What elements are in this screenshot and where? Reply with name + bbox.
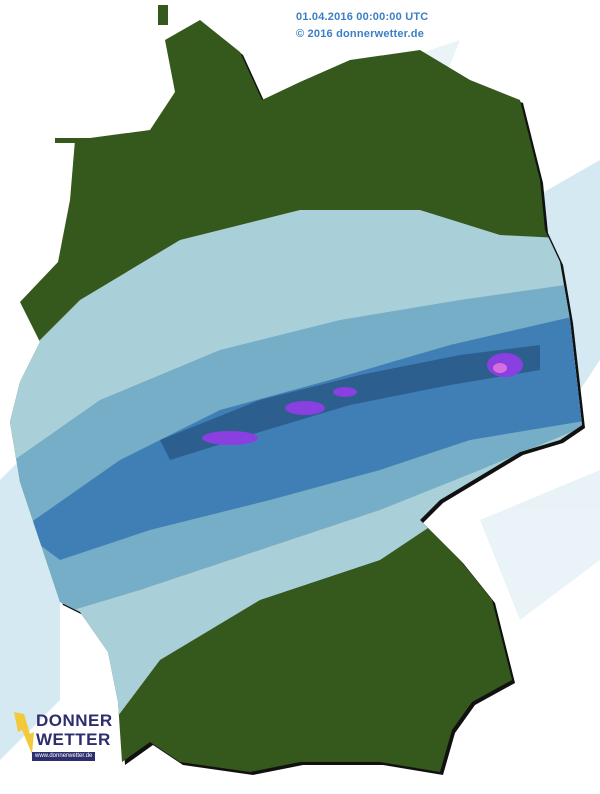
island — [158, 5, 168, 25]
rain-intense — [333, 387, 357, 397]
rain-intense — [202, 431, 258, 445]
timestamp: 01.04.2016 00:00:00 UTC — [296, 11, 429, 23]
lightning-icon — [14, 712, 34, 754]
rain-intense — [285, 401, 325, 415]
donnerwetter-logo[interactable]: DONNER WETTER www.donnerwetter.de — [10, 708, 112, 762]
island — [55, 138, 145, 143]
rain-intense — [493, 363, 507, 373]
rain-very-heavy — [160, 345, 540, 460]
logo-line1: DONNER — [36, 711, 113, 730]
logo-url: www.donnerwetter.de — [32, 752, 96, 761]
copyright: © 2016 donnerwetter.de — [296, 28, 425, 40]
logo-line2: WETTER — [36, 730, 111, 749]
